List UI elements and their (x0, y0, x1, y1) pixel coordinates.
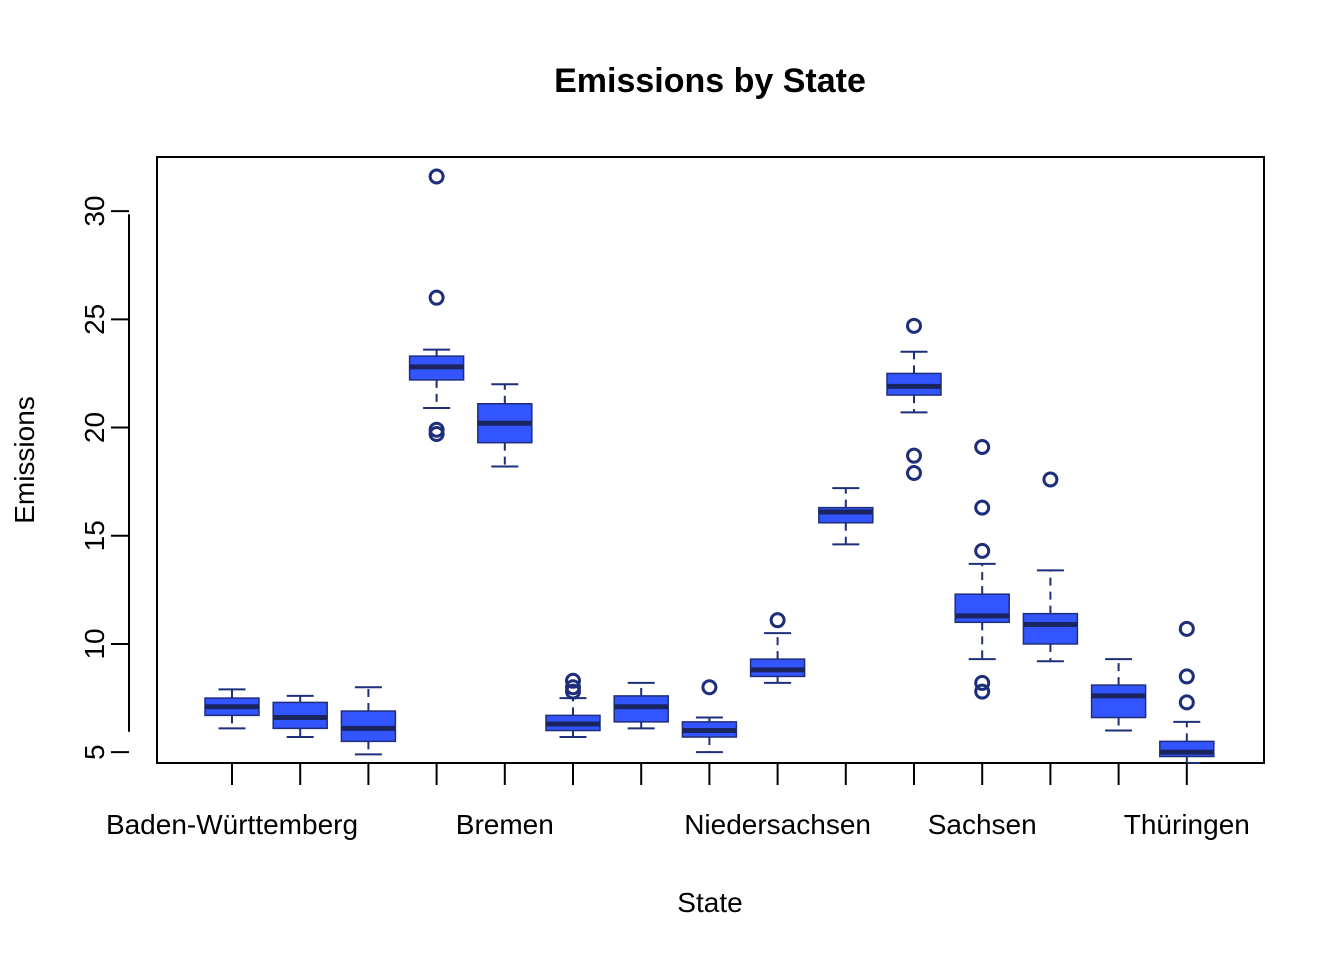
outlier-point (974, 439, 991, 456)
outlier-point (906, 447, 922, 464)
box-group (886, 317, 942, 481)
y-axis: 5 10 15 20 25 30 (79, 196, 130, 760)
box-iqr (1022, 612, 1079, 645)
box-group (954, 439, 1010, 700)
y-tick-label: 5 (79, 744, 110, 760)
outlier-point (1042, 471, 1059, 488)
outlier-point (906, 464, 922, 481)
box-group (340, 686, 397, 756)
y-tick-label: 30 (79, 196, 110, 227)
box-group (749, 612, 806, 684)
box-group (613, 681, 669, 730)
x-tick-label: Baden-Württemberg (106, 809, 358, 840)
outlier-point (1178, 620, 1195, 637)
box-group (1159, 620, 1215, 764)
outlier-point (1178, 668, 1195, 685)
outlier-point (906, 317, 922, 334)
y-tick-label: 10 (79, 628, 110, 659)
x-tick-label: Bremen (456, 809, 554, 840)
chart-title: Emissions by State (554, 62, 866, 100)
box-group (477, 383, 533, 468)
outlier-point (428, 289, 445, 306)
x-axis: Baden-Württemberg Bremen Niedersachsen Sach… (106, 762, 1250, 840)
outlier-point (1178, 694, 1195, 711)
box-group (818, 487, 874, 546)
y-tick-label: 20 (79, 412, 110, 443)
y-tick-label: 25 (79, 304, 110, 335)
outlier-point (769, 612, 786, 629)
x-axis-label: State (677, 887, 742, 918)
box-group (681, 679, 738, 754)
x-tick-label: Niedersachsen (684, 809, 871, 840)
boxes-layer (204, 168, 1215, 764)
box-group (408, 168, 465, 443)
outlier-point (428, 426, 445, 443)
outlier-point (974, 674, 991, 691)
plot-frame (156, 156, 1265, 764)
box-iqr (1090, 684, 1147, 719)
outlier-point (974, 683, 991, 700)
y-axis-label: Emissions (9, 396, 40, 524)
outlier-point (974, 499, 991, 516)
outlier-point (565, 683, 581, 700)
box-group (545, 672, 601, 739)
box-group (204, 688, 260, 730)
y-tick-label: 15 (79, 520, 110, 551)
box-group (272, 694, 328, 739)
box-group (1090, 658, 1147, 732)
box-group (1022, 471, 1079, 663)
outlier-point (428, 168, 445, 185)
outlier-point (565, 672, 581, 689)
x-tick-label: Sachsen (928, 809, 1037, 840)
outlier-point (701, 679, 718, 696)
outlier-point (974, 542, 991, 559)
x-tick-label: Thüringen (1124, 809, 1250, 840)
